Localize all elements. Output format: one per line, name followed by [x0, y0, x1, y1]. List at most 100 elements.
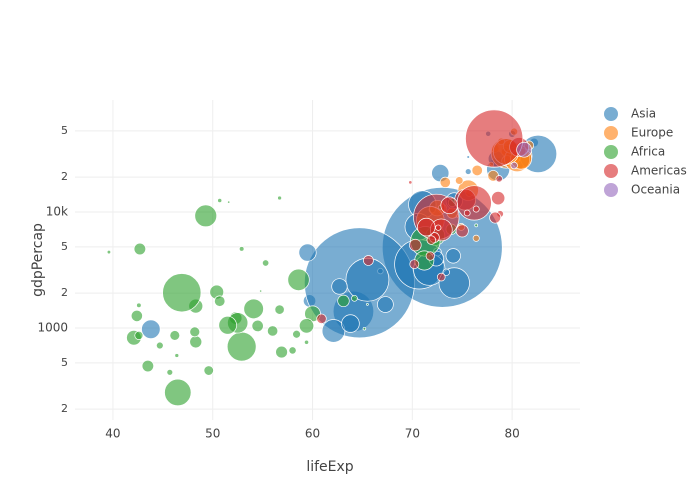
- bubble: [464, 168, 472, 175]
- bubble: [408, 180, 413, 185]
- bubble: [106, 249, 112, 255]
- bubble: [510, 161, 518, 170]
- bubble: [455, 224, 469, 238]
- bubble: [251, 319, 264, 333]
- x-tick-label: 60: [305, 427, 320, 441]
- bubble: [133, 242, 147, 256]
- bubble: [435, 224, 442, 231]
- legend-marker: [604, 164, 618, 178]
- bubble: [189, 335, 203, 349]
- bubble: [362, 326, 367, 331]
- x-tick-label: 70: [405, 427, 420, 441]
- bubble: [456, 185, 492, 221]
- bubble: [455, 176, 464, 185]
- y-tick-label: 5: [61, 240, 68, 253]
- bubble: [495, 175, 503, 183]
- bubble: [298, 318, 315, 334]
- bubble: [262, 259, 270, 267]
- x-tick-label: 80: [504, 427, 519, 441]
- bubble: [136, 302, 142, 308]
- bubble: [141, 319, 161, 339]
- bubble: [162, 273, 202, 313]
- bubble: [426, 235, 436, 245]
- bubble: [217, 198, 223, 203]
- bubble: [304, 339, 310, 345]
- bubble: [243, 298, 264, 320]
- bubble: [331, 278, 348, 295]
- bubble: [440, 196, 459, 215]
- y-tick-label: 1000: [37, 320, 68, 334]
- bubble: [425, 251, 435, 261]
- bubble: [466, 155, 470, 159]
- bubble: [238, 246, 245, 252]
- x-axis-title: lifeExp: [306, 459, 353, 475]
- legend-label: Europe: [631, 126, 673, 140]
- bubble: [194, 204, 218, 228]
- bubble: [366, 303, 369, 306]
- bubble: [471, 164, 483, 177]
- bubble: [351, 294, 358, 302]
- bubble: [267, 325, 279, 337]
- bubble: [277, 195, 282, 201]
- bubble: [275, 345, 288, 359]
- legend-marker: [604, 126, 618, 140]
- bubble: [442, 268, 450, 276]
- bubble: [474, 223, 479, 228]
- y-axis-title: gdpPercap: [30, 223, 46, 297]
- bubble: [377, 296, 394, 313]
- bubble: [274, 304, 285, 315]
- y-tick-label: 5: [61, 124, 68, 137]
- bubble: [130, 309, 143, 322]
- bubble: [227, 200, 231, 204]
- bubble: [337, 294, 350, 308]
- legend-label: Africa: [631, 145, 665, 159]
- bubble: [472, 205, 480, 213]
- bubble: [189, 326, 201, 338]
- y-tick-label: 2: [61, 402, 68, 415]
- bubble: [463, 209, 471, 217]
- bubble: [292, 329, 301, 339]
- bubble: [134, 330, 144, 340]
- markers: [106, 109, 558, 407]
- y-tick-label: 2: [61, 286, 68, 299]
- bubble: [174, 353, 180, 358]
- bubble: [166, 369, 174, 376]
- bubble: [214, 295, 226, 307]
- bubble: [436, 272, 446, 282]
- bubble: [363, 255, 374, 266]
- bubble: [409, 238, 422, 252]
- y-tick-label: 2: [61, 170, 68, 183]
- legend-marker: [604, 107, 618, 121]
- legend-label: Oceania: [631, 183, 680, 197]
- bubble: [218, 315, 237, 335]
- bubble: [141, 359, 155, 373]
- legend-marker: [604, 183, 618, 197]
- bubble: [288, 346, 297, 355]
- legend-label: Americas: [631, 164, 687, 178]
- bubble: [409, 259, 420, 270]
- bubble: [164, 378, 192, 407]
- bubble: [341, 314, 360, 333]
- bubble: [445, 248, 461, 264]
- y-tick-label: 10k: [46, 205, 68, 219]
- x-tick-label: 50: [205, 427, 220, 441]
- bubble: [472, 234, 480, 242]
- bubble: [298, 243, 317, 262]
- x-tick-label: 40: [105, 427, 120, 441]
- bubble: [156, 341, 164, 350]
- bubble: [491, 191, 506, 206]
- bubble: [516, 141, 532, 158]
- bubble: [203, 365, 214, 376]
- legend-marker: [604, 145, 618, 159]
- bubble: [226, 331, 257, 362]
- bubble: [489, 211, 502, 224]
- bubble: [465, 109, 524, 168]
- legend-label: Asia: [631, 107, 656, 121]
- y-tick-label: 5: [61, 356, 68, 369]
- bubble: [439, 176, 451, 188]
- bubble: [259, 289, 263, 293]
- bubble: [316, 313, 327, 324]
- bubble: [417, 217, 436, 237]
- bubble: [169, 330, 181, 341]
